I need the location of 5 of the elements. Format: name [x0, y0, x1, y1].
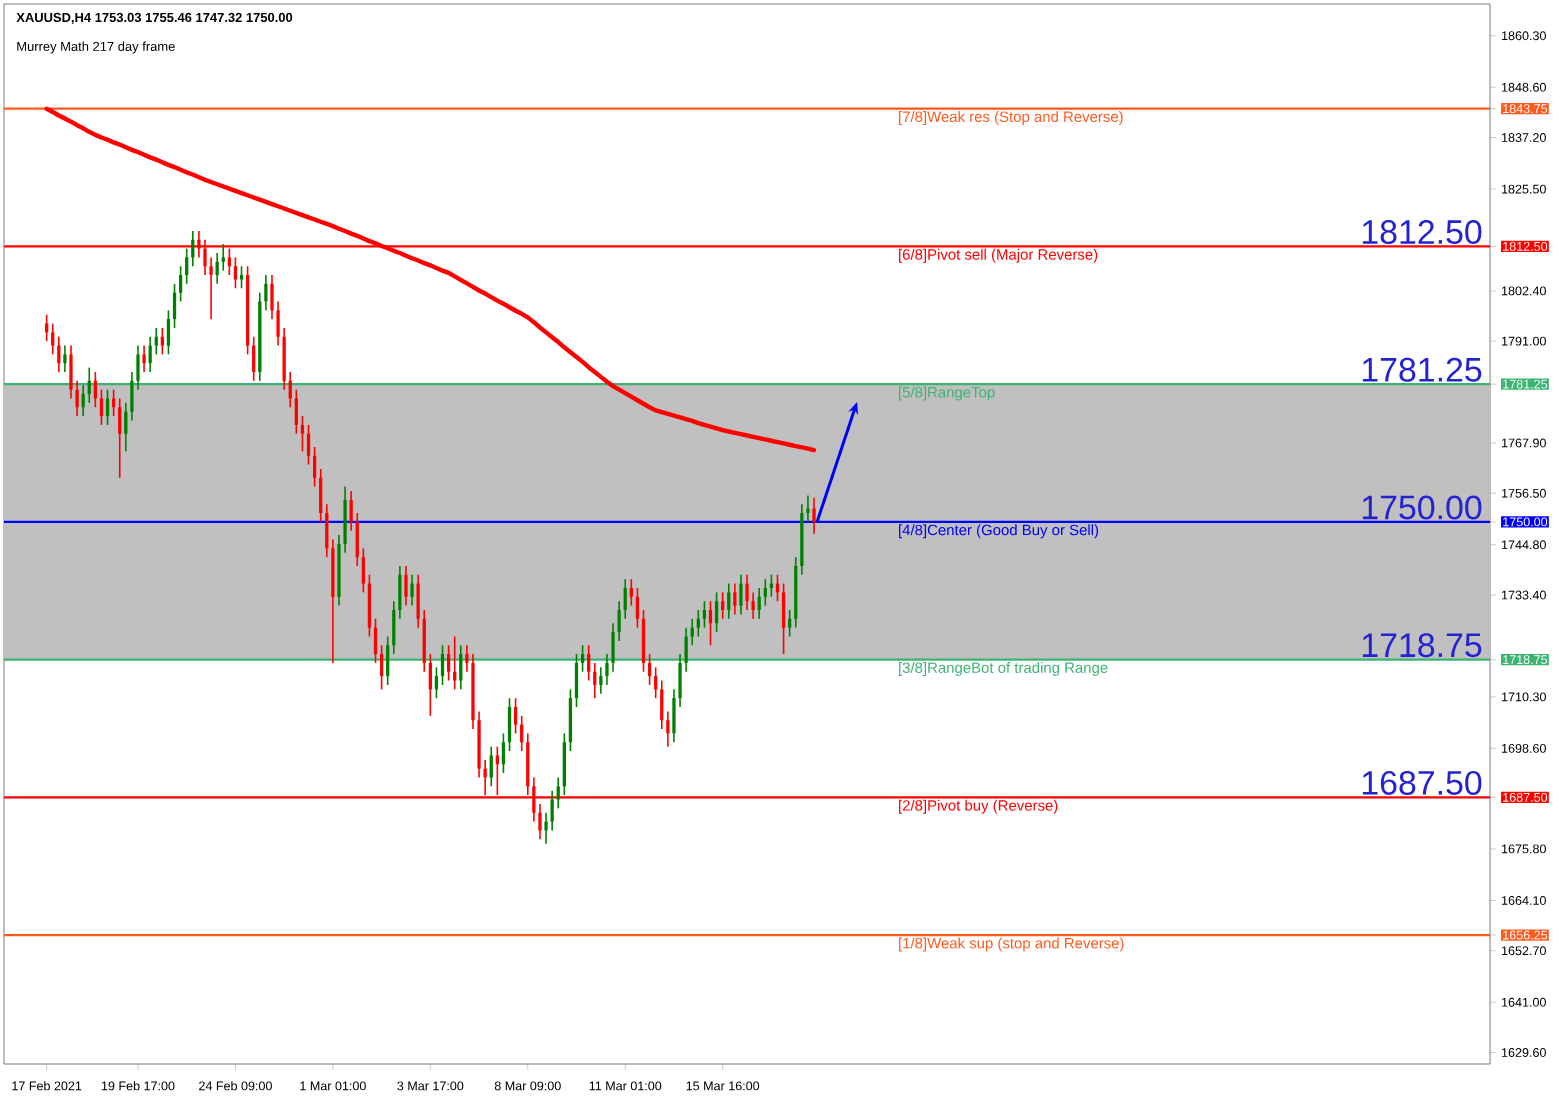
- annotation: 1812.50: [1362, 220, 1482, 245]
- annotation: 1718.75: [1362, 633, 1482, 658]
- annotation: 1750.00: [1362, 495, 1482, 520]
- annotation: 1781.25: [1362, 357, 1482, 382]
- annotation: 1687.50: [1362, 770, 1482, 795]
